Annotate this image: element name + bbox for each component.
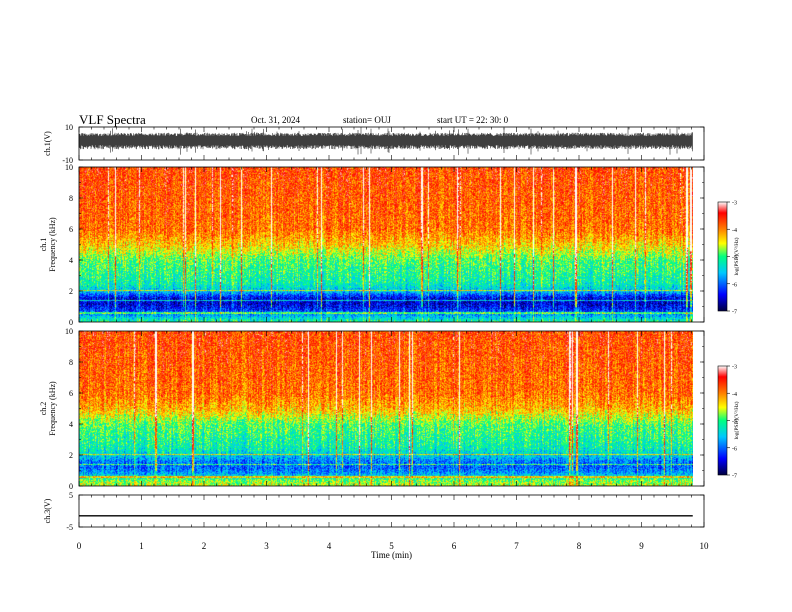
y-axis-label: ch.1(V): [43, 131, 52, 156]
y-tick-label: 6: [69, 389, 73, 398]
station-label: station= OUJ: [343, 115, 391, 125]
y-axis-label: ch.1: [39, 238, 48, 252]
x-tick-label: 4: [327, 541, 332, 551]
y-tick-label: 4: [69, 256, 73, 265]
y-tick-label: 10: [65, 327, 73, 336]
y-axis-label: Frequency (kHz): [48, 217, 57, 272]
y-tick-label: 0: [69, 482, 73, 491]
colorbar-tick-label: -5: [732, 255, 737, 261]
x-tick-label: 5: [389, 541, 394, 551]
colorbar-ch2: [717, 365, 728, 476]
y-tick-label: 2: [69, 451, 73, 460]
y-tick-label: 0: [69, 318, 73, 327]
y-tick-label: -10: [62, 156, 73, 165]
y-tick-label: 8: [69, 358, 73, 367]
colorbar-label: log(PSD)(V²/Hz): [733, 401, 740, 439]
y-axis-label: Frequency (kHz): [48, 381, 57, 436]
x-tick-label: 6: [452, 541, 457, 551]
colorbar-tick-label: -3: [732, 201, 737, 207]
y-tick-label: 10: [65, 163, 73, 172]
y-tick-label: 4: [69, 420, 73, 429]
spectrogram-image-ch1: [79, 167, 693, 322]
x-tick-label: 8: [577, 541, 582, 551]
x-tick-label: 2: [202, 541, 207, 551]
y-tick-label: 10: [65, 123, 73, 132]
y-tick-label: 5: [69, 491, 73, 500]
colorbar-tick-label: -5: [732, 419, 737, 425]
colorbar-tick-label: -4: [732, 392, 737, 398]
x-tick-label: 9: [639, 541, 644, 551]
y-axis-label: ch.2: [39, 402, 48, 416]
waveform-trace-ch1: [78, 126, 693, 156]
figure-title: VLF Spectra: [79, 112, 146, 127]
y-tick-label: 8: [69, 194, 73, 203]
x-axis-label: Time (min): [371, 550, 412, 560]
colorbar-tick-label: -4: [732, 228, 737, 234]
x-tick-label: 0: [77, 541, 82, 551]
spectrogram-image-ch2: [79, 331, 693, 486]
date-label: Oct. 31, 2024: [251, 115, 300, 125]
colorbar-tick-label: -7: [732, 474, 737, 480]
colorbar-ch1: [717, 201, 728, 312]
y-axis-label: ch.3(V): [43, 498, 52, 523]
x-tick-label: 1: [139, 541, 144, 551]
colorbar-label: log(PSD)(V²/Hz): [733, 237, 740, 275]
colorbar-tick-label: -6: [732, 446, 737, 452]
colorbar-tick-label: -6: [732, 282, 737, 288]
x-tick-label: 7: [514, 541, 519, 551]
y-tick-label: 6: [69, 225, 73, 234]
x-tick-label: 10: [700, 541, 710, 551]
colorbar-tick-label: -7: [732, 310, 737, 316]
y-tick-label: 2: [69, 287, 73, 296]
colorbar-tick-label: -3: [732, 365, 737, 371]
start-time-label: start UT = 22: 30: 0: [437, 115, 509, 125]
x-tick-label: 3: [264, 541, 269, 551]
y-tick-label: -5: [66, 523, 73, 532]
